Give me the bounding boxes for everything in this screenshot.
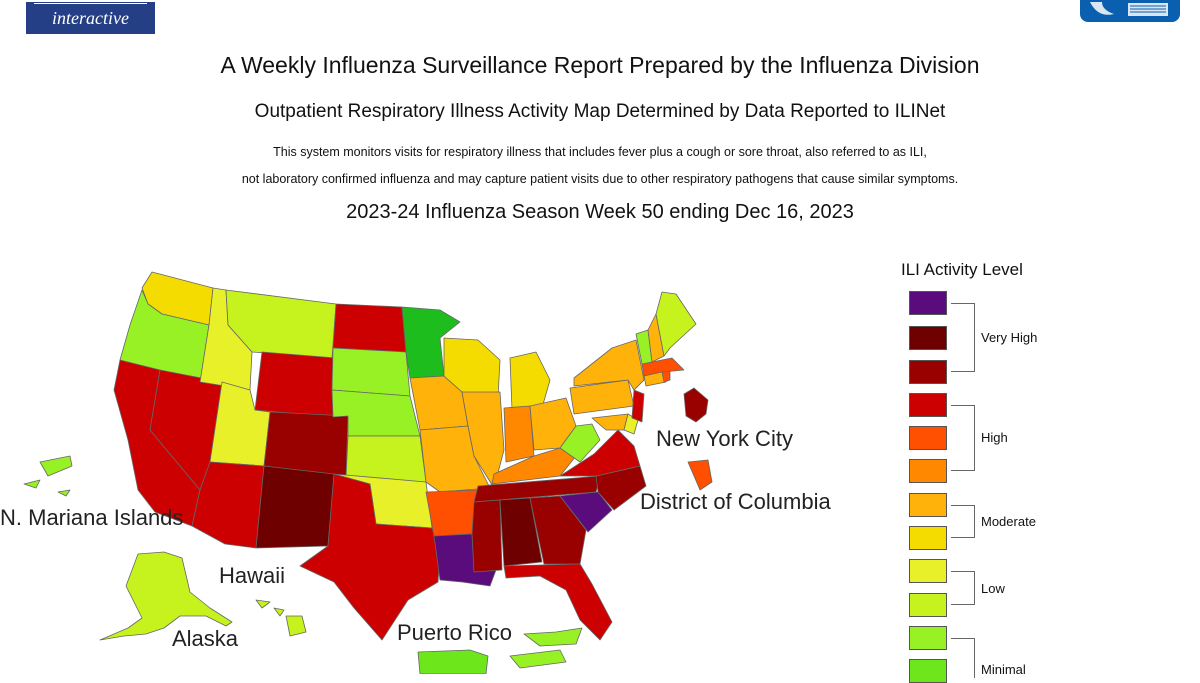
- region-district-of-columbia[interactable]: [687, 459, 713, 491]
- legend-swatch-level-2: [909, 659, 947, 683]
- label-hawaii: Hawaii: [219, 563, 286, 588]
- region-n-mariana-islands[interactable]: [23, 455, 73, 497]
- legend-title: ILI Activity Level: [901, 260, 1023, 279]
- legend-label-moderate: Moderate: [981, 514, 1036, 529]
- legend-bracket-moderate: [951, 505, 975, 538]
- state-arkansas[interactable]: [425, 489, 479, 537]
- label-alaska: Alaska: [172, 626, 239, 651]
- label-puerto-rico: Puerto Rico: [397, 620, 512, 645]
- state-massachusetts[interactable]: [641, 357, 685, 377]
- label-new-york-city: New York City: [656, 426, 793, 451]
- region-new-york-city[interactable]: [683, 387, 709, 423]
- label-n-mariana-islands: N. Mariana Islands: [0, 505, 184, 530]
- state-florida[interactable]: [503, 563, 613, 641]
- legend-bracket-very-high: [951, 303, 975, 372]
- page-subtitle: Outpatient Respiratory Illness Activity …: [254, 101, 946, 122]
- state-maryland[interactable]: [591, 413, 629, 431]
- legend-swatch-level-4: [909, 593, 947, 617]
- state-south-carolina[interactable]: [559, 491, 613, 533]
- description-line-1: This system monitors visits for respirat…: [273, 145, 927, 159]
- legend-bracket-high: [951, 405, 975, 471]
- legend-label-high: High: [981, 430, 1008, 445]
- legend-swatch-level-5: [909, 559, 947, 583]
- legend-label-very-high: Very High: [981, 330, 1038, 345]
- legend-swatch-level-12: [909, 326, 947, 350]
- state-new-mexico[interactable]: [255, 465, 335, 549]
- legend-label-low: Low: [981, 581, 1005, 596]
- state-north-dakota[interactable]: [332, 303, 407, 353]
- legend-swatch-level-6: [909, 526, 947, 550]
- state-maine[interactable]: [655, 291, 697, 357]
- legend-swatch-level-9: [909, 426, 947, 450]
- state-kansas[interactable]: [345, 435, 427, 483]
- state-mississippi[interactable]: [471, 499, 503, 573]
- legend-bracket-low: [951, 571, 975, 605]
- state-new-jersey[interactable]: [631, 389, 645, 423]
- legend-swatch-level-13: [909, 291, 947, 315]
- legend-swatch-level-11: [909, 360, 947, 384]
- region-alaska[interactable]: [99, 551, 233, 641]
- state-texas[interactable]: [299, 473, 441, 641]
- logo-text: interactive: [52, 7, 129, 28]
- legend-bracket-minimal: [951, 638, 975, 678]
- state-wyoming[interactable]: [254, 351, 337, 418]
- page-title: A Weekly Influenza Surveillance Report P…: [220, 52, 980, 78]
- label-district-of-columbia: District of Columbia: [640, 489, 831, 514]
- legend-swatch-level-8: [909, 459, 947, 483]
- legend-swatch-level-10: [909, 393, 947, 417]
- logo-interactive[interactable]: interactive: [26, 0, 155, 34]
- ili-activity-map: [23, 271, 713, 674]
- state-georgia[interactable]: [529, 495, 587, 565]
- state-indiana[interactable]: [503, 405, 535, 463]
- state-south-dakota[interactable]: [331, 347, 411, 397]
- description-line-2: not laboratory confirmed influenza and m…: [241, 172, 959, 186]
- legend-swatch-level-3: [909, 626, 947, 650]
- state-michigan[interactable]: [509, 351, 551, 411]
- region-puerto-rico[interactable]: [417, 649, 489, 674]
- agency-logo[interactable]: [1080, 0, 1180, 22]
- state-alabama[interactable]: [499, 497, 543, 567]
- region-hawaii[interactable]: [255, 599, 307, 637]
- legend-swatch-level-7: [909, 493, 947, 517]
- legend-label-minimal: Minimal: [981, 662, 1026, 677]
- state-west-virginia[interactable]: [559, 423, 601, 463]
- eagle-seal-icon: [1090, 2, 1168, 16]
- state-minnesota[interactable]: [401, 306, 461, 379]
- season-week-heading: 2023-24 Influenza Season Week 50 ending …: [346, 201, 854, 223]
- region-us-virgin-islands[interactable]: [509, 627, 583, 669]
- state-virginia[interactable]: [559, 429, 641, 477]
- state-new-york[interactable]: [573, 339, 645, 391]
